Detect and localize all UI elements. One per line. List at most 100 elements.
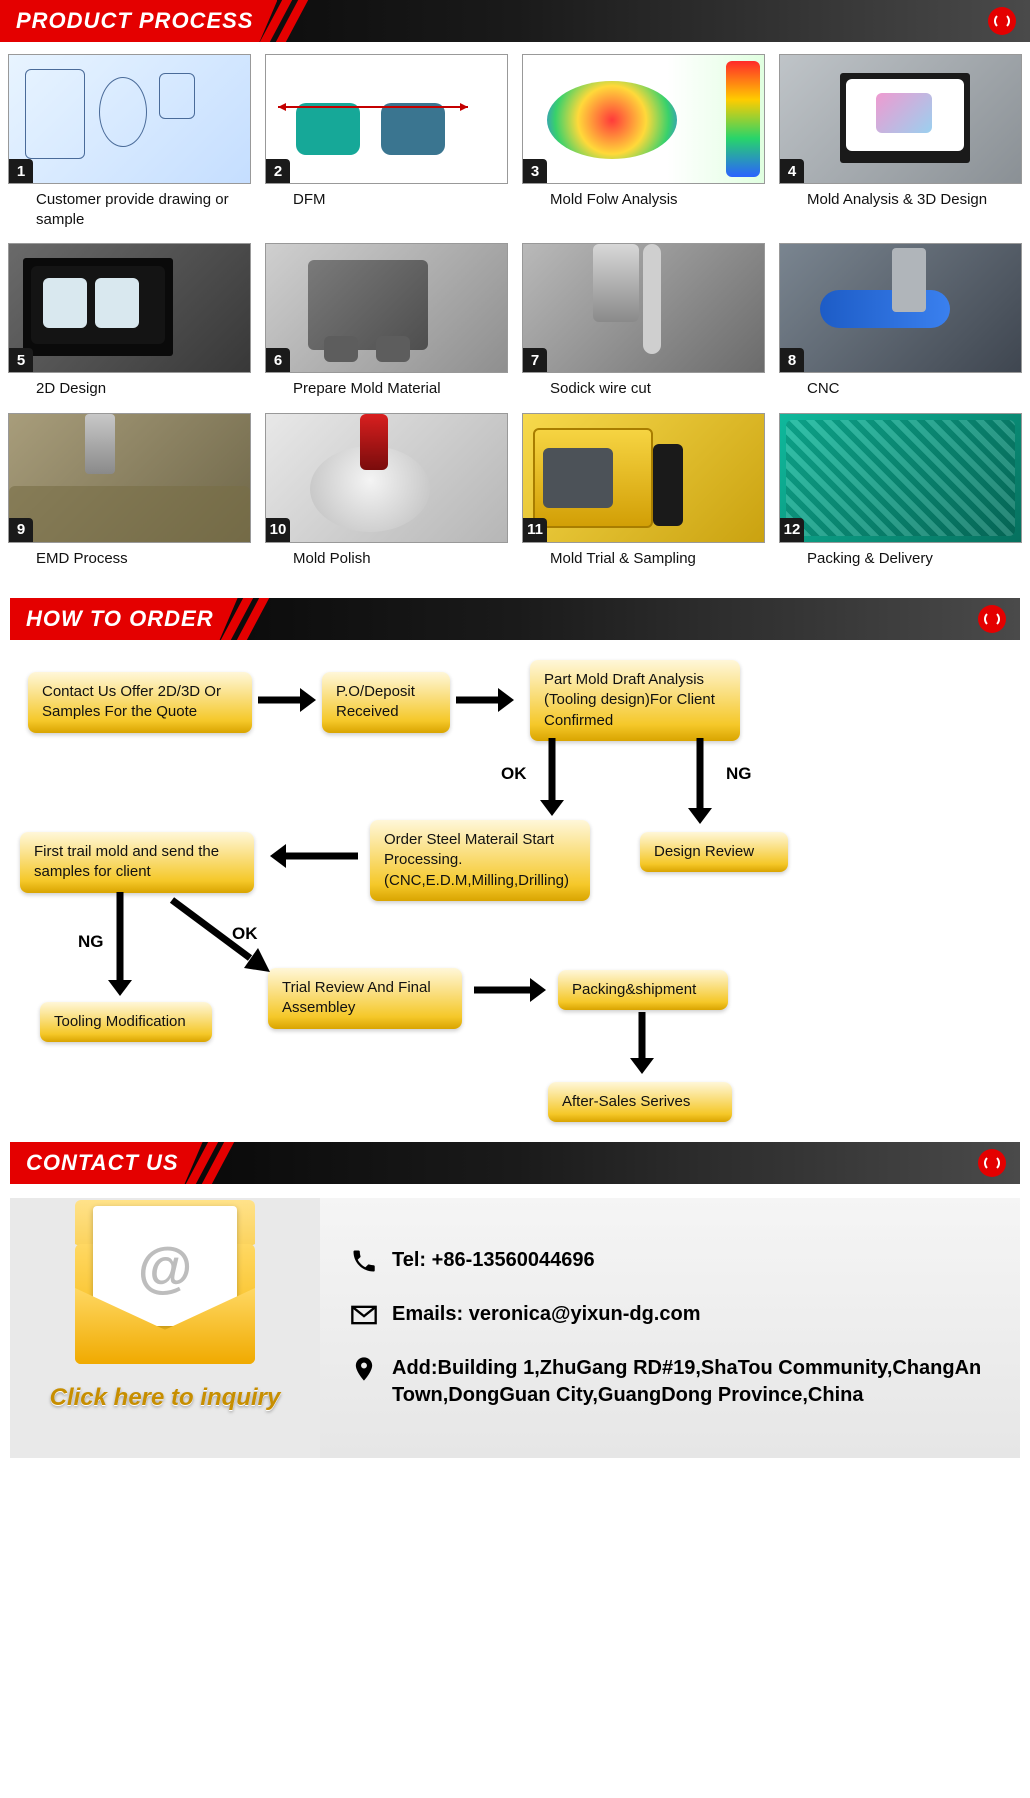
process-image: 10 — [265, 413, 508, 543]
process-item: 6 Prepare Mold Material — [265, 243, 508, 399]
process-image: 1 — [8, 54, 251, 184]
process-image: 8 — [779, 243, 1022, 373]
order-flowchart: Contact Us Offer 2D/3D Or Samples For th… — [0, 652, 1030, 1142]
process-item: 10 Mold Polish — [265, 413, 508, 569]
process-image: 7 — [522, 243, 765, 373]
process-caption: Sodick wire cut — [522, 373, 765, 399]
process-number-badge: 6 — [266, 348, 290, 372]
process-item: 12 Packing & Delivery — [779, 413, 1022, 569]
flow-box-po: P.O/Deposit Received — [322, 672, 450, 733]
process-number-badge: 7 — [523, 348, 547, 372]
header-red-tab: PRODUCT PROCESS — [0, 0, 277, 42]
process-item: 5 2D Design — [8, 243, 251, 399]
process-image: 6 — [265, 243, 508, 373]
process-item: 4 Mold Analysis & 3D Design — [779, 54, 1022, 229]
flow-label-ok: OK — [501, 764, 527, 784]
flow-box-steel: Order Steel Materail Start Processing.(C… — [370, 820, 590, 901]
flow-box-packing: Packing&shipment — [558, 970, 728, 1010]
how-to-order-header: HOW TO ORDER — [10, 598, 1020, 640]
contact-block: @ Click here to inquiry Tel: +86-1356004… — [10, 1198, 1020, 1458]
process-caption: Customer provide drawing or sample — [8, 184, 251, 229]
process-number-badge: 1 — [9, 159, 33, 183]
process-caption: EMD Process — [8, 543, 251, 569]
process-number-badge: 4 — [780, 159, 804, 183]
contact-tel-row: Tel: +86-13560044696 — [350, 1247, 1000, 1275]
process-caption: CNC — [779, 373, 1022, 399]
contact-address-row: Add:Building 1,ZhuGang RD#19,ShaTou Comm… — [350, 1355, 1000, 1409]
arrow-icon — [108, 892, 132, 996]
flow-label-ng: NG — [726, 764, 752, 784]
header-title: HOW TO ORDER — [26, 606, 214, 632]
contact-email: Emails: veronica@yixun-dg.com — [392, 1301, 700, 1328]
process-number-badge: 2 — [266, 159, 290, 183]
inquiry-text: Click here to inquiry — [50, 1384, 281, 1412]
process-item: 8 CNC — [779, 243, 1022, 399]
process-item: 3 Mold Folw Analysis — [522, 54, 765, 229]
process-image: 2 — [265, 54, 508, 184]
header-stripes — [232, 598, 292, 640]
flow-box-draft: Part Mold Draft Analysis (Tooling design… — [530, 660, 740, 741]
email-icon — [350, 1301, 378, 1329]
flow-box-tooling-mod: Tooling Modification — [40, 1002, 212, 1042]
product-process-header: PRODUCT PROCESS — [0, 0, 1030, 42]
arrow-icon — [474, 978, 546, 1002]
process-image: 11 — [522, 413, 765, 543]
arrow-icon — [456, 688, 514, 712]
process-image: 5 — [8, 243, 251, 373]
process-grid: 1 Customer provide drawing or sample 2 D… — [0, 54, 1030, 568]
logo-icon — [978, 1149, 1006, 1177]
process-item: 11 Mold Trial & Sampling — [522, 413, 765, 569]
header-red-tab: HOW TO ORDER — [10, 598, 238, 640]
flow-box-first-trail: First trail mold and send the samples fo… — [20, 832, 254, 893]
header-stripes — [271, 0, 331, 42]
process-caption: Mold Analysis & 3D Design — [779, 184, 1022, 210]
process-caption: Packing & Delivery — [779, 543, 1022, 569]
process-number-badge: 9 — [9, 518, 33, 542]
header-title: PRODUCT PROCESS — [16, 8, 253, 34]
process-number-badge: 3 — [523, 159, 547, 183]
process-image: 12 — [779, 413, 1022, 543]
process-image: 4 — [779, 54, 1022, 184]
process-number-badge: 10 — [266, 518, 290, 542]
header-red-tab: CONTACT US — [10, 1142, 203, 1184]
contact-address: Add:Building 1,ZhuGang RD#19,ShaTou Comm… — [392, 1355, 1000, 1409]
logo-icon — [988, 7, 1016, 35]
process-caption: 2D Design — [8, 373, 251, 399]
arrow-icon — [688, 738, 712, 824]
process-item: 1 Customer provide drawing or sample — [8, 54, 251, 229]
flow-box-after-sales: After-Sales Serives — [548, 1082, 732, 1122]
flow-box-design-review: Design Review — [640, 832, 788, 872]
inquiry-button[interactable]: @ Click here to inquiry — [10, 1198, 320, 1458]
process-caption: Prepare Mold Material — [265, 373, 508, 399]
process-item: 9 EMD Process — [8, 413, 251, 569]
process-image: 3 — [522, 54, 765, 184]
contact-email-row: Emails: veronica@yixun-dg.com — [350, 1301, 1000, 1329]
phone-icon — [350, 1247, 378, 1275]
flow-box-trial-review: Trial Review And Final Assembley — [268, 968, 462, 1029]
process-item: 2 DFM — [265, 54, 508, 229]
process-number-badge: 8 — [780, 348, 804, 372]
process-number-badge: 5 — [9, 348, 33, 372]
process-caption: Mold Trial & Sampling — [522, 543, 765, 569]
process-image: 9 — [8, 413, 251, 543]
arrow-icon — [258, 688, 316, 712]
process-caption: Mold Folw Analysis — [522, 184, 765, 210]
envelope-icon: @ — [75, 1244, 255, 1364]
arrow-icon — [630, 1012, 654, 1074]
flow-label-ng: NG — [78, 932, 104, 952]
process-number-badge: 12 — [780, 518, 804, 542]
arrow-icon — [540, 738, 564, 816]
arrow-icon — [270, 844, 358, 868]
contact-tel: Tel: +86-13560044696 — [392, 1247, 595, 1274]
arrow-icon — [164, 892, 274, 978]
logo-icon — [978, 605, 1006, 633]
contact-us-header: CONTACT US — [10, 1142, 1020, 1184]
process-number-badge: 11 — [523, 518, 547, 542]
flow-box-contact: Contact Us Offer 2D/3D Or Samples For th… — [28, 672, 252, 733]
process-item: 7 Sodick wire cut — [522, 243, 765, 399]
header-stripes — [197, 1142, 257, 1184]
contact-details: Tel: +86-13560044696 Emails: veronica@yi… — [320, 1198, 1020, 1458]
process-caption: Mold Polish — [265, 543, 508, 569]
header-title: CONTACT US — [26, 1150, 179, 1176]
process-caption: DFM — [265, 184, 508, 210]
